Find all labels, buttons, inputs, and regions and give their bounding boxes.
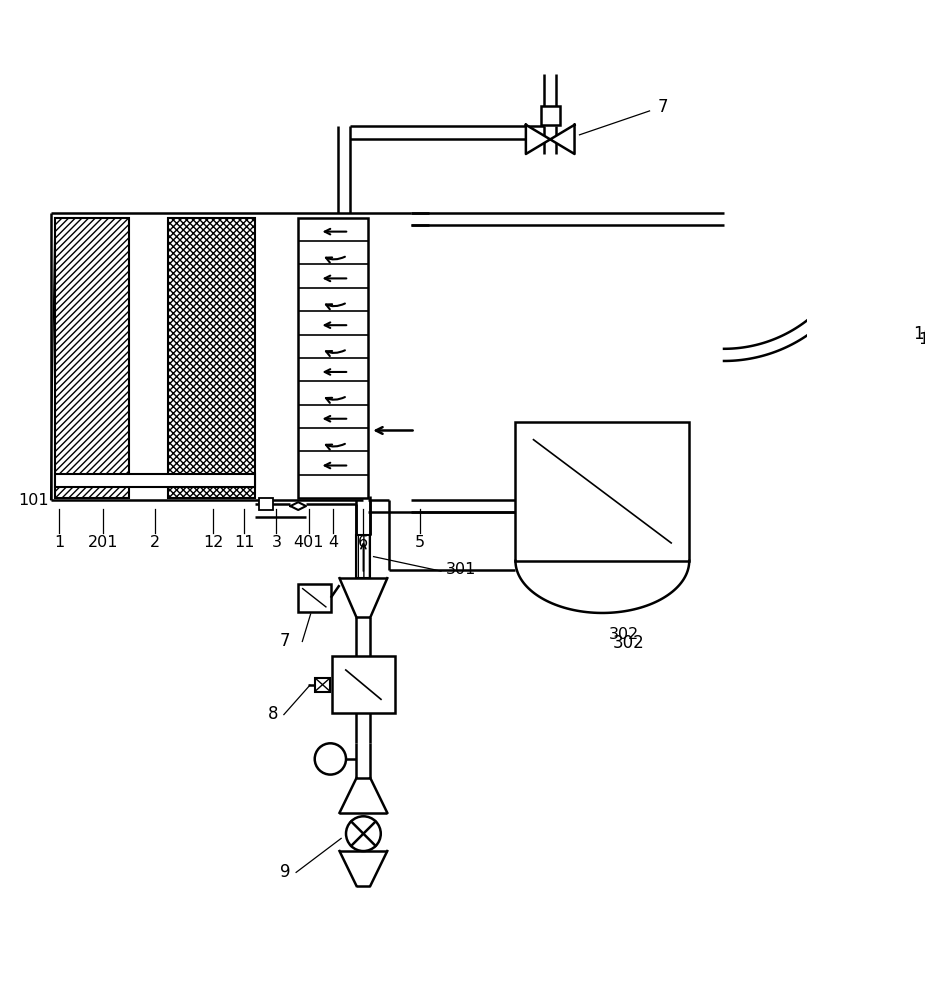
Text: 5: 5 (414, 535, 425, 550)
Bar (356, 535, 370, 578)
Bar (298, 218, 368, 498)
Polygon shape (339, 778, 388, 813)
Bar (540, 106, 560, 125)
Polygon shape (339, 578, 388, 617)
Text: 301: 301 (446, 562, 476, 577)
Text: 201: 201 (88, 535, 118, 550)
Text: 6: 6 (358, 535, 368, 550)
Bar (314, 678, 330, 692)
Bar (55, 474, 254, 487)
Text: 10: 10 (918, 332, 925, 347)
Text: 11: 11 (234, 535, 254, 550)
Bar (515, 422, 689, 561)
Bar (298, 584, 331, 612)
Polygon shape (526, 125, 550, 154)
Text: 101: 101 (18, 493, 48, 508)
Text: 12: 12 (203, 535, 223, 550)
Bar (259, 498, 273, 510)
Polygon shape (550, 125, 574, 154)
Bar (55, 218, 129, 498)
Text: 302: 302 (612, 634, 645, 652)
Text: 9: 9 (280, 863, 290, 881)
Text: 2: 2 (150, 535, 160, 550)
Text: 7: 7 (658, 98, 669, 116)
Bar (167, 218, 254, 498)
Polygon shape (339, 851, 388, 886)
Text: 1: 1 (55, 535, 65, 550)
Text: 7: 7 (279, 632, 290, 650)
Text: 302: 302 (609, 627, 639, 642)
Text: 401: 401 (293, 535, 324, 550)
Text: 4: 4 (327, 535, 338, 550)
Text: 3: 3 (272, 535, 281, 550)
Text: 10: 10 (913, 325, 925, 343)
Bar (332, 656, 395, 713)
Text: 8: 8 (267, 705, 278, 723)
